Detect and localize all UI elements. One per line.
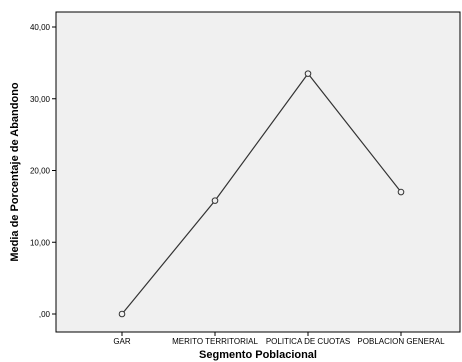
series-line xyxy=(121,72,402,315)
y-axis: ,00 10,00 20,00 30,00 40,00 xyxy=(30,23,56,319)
x-tick-label: POLITICA DE CUOTAS xyxy=(266,337,350,346)
plot-area xyxy=(55,11,461,333)
data-point xyxy=(211,197,219,204)
data-point xyxy=(304,70,312,77)
x-tick-label: POBLACION GENERAL xyxy=(357,337,445,346)
y-tick-label: ,00 xyxy=(39,310,51,319)
data-point xyxy=(397,188,405,196)
y-tick-label: 20,00 xyxy=(30,167,51,176)
x-tick-label: GAR xyxy=(113,337,131,346)
y-tick-label: 40,00 xyxy=(30,23,51,32)
series-group xyxy=(118,70,405,318)
y-tick-label: 10,00 xyxy=(30,238,51,247)
x-tick-label: MERITO TERRITORIAL xyxy=(172,337,258,346)
y-tick-label: 30,00 xyxy=(30,95,51,104)
x-axis-title: Segmento Poblacional xyxy=(199,349,317,361)
y-axis-title: Media de Porcentaje de Abandono xyxy=(9,82,21,262)
data-point xyxy=(118,310,126,318)
x-axis: GAR MERITO TERRITORIAL POLITICA DE CUOTAS P… xyxy=(113,332,445,346)
